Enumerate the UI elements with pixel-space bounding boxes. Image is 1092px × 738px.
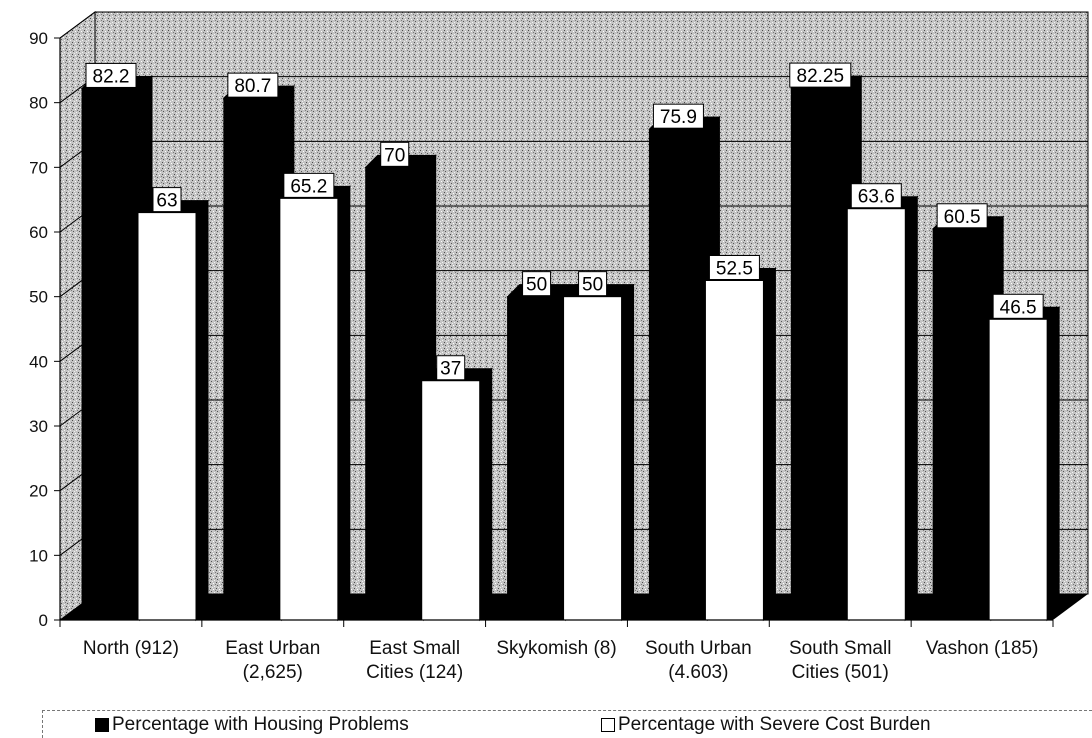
legend: Percentage with Housing Problems Percent…	[42, 710, 1092, 738]
x-tick-label: North (912)	[83, 638, 179, 659]
y-tick-label: 50	[29, 288, 48, 307]
data-label-housing-problems: 50	[526, 275, 547, 296]
legend-item-housing-problems: Percentage with Housing Problems	[95, 714, 409, 736]
y-tick-label: 10	[29, 546, 48, 565]
bar-series: 82.2 63 80.7 65.2 70 37 50 50 75.9 52.5 82.25 63.6 6…	[80, 62, 1061, 622]
bar-severe-cost-burden	[562, 283, 635, 622]
data-label-housing-problems: 82.25	[797, 66, 845, 87]
x-tick-label: Skykomish (8)	[496, 638, 616, 659]
x-tick-label: Vashon (185)	[926, 638, 1039, 659]
y-tick-label: 40	[29, 352, 48, 371]
data-label-housing-problems-box	[936, 203, 988, 229]
data-label-severe-cost-burden-box	[850, 183, 902, 209]
data-label-housing-problems-box	[522, 271, 552, 297]
gridline-side	[59, 11, 96, 39]
data-label-housing-problems-box	[652, 103, 704, 129]
data-label-severe-cost-burden: 46.5	[1000, 297, 1037, 318]
data-label-housing-problems-box	[227, 72, 279, 98]
bar-severe-cost-burden	[846, 195, 919, 622]
y-tick-label: 90	[29, 29, 48, 48]
data-label-housing-problems-box	[85, 62, 137, 88]
x-tick-label: South Urban (4.603)	[645, 638, 752, 683]
y-tick-label: 0	[39, 611, 48, 630]
data-label-severe-cost-burden-box	[283, 172, 335, 198]
y-tick-label: 30	[29, 417, 48, 436]
data-label-severe-cost-burden-box	[708, 255, 760, 280]
bar-chart: 0 10 20 30 40 50 60 70 80 90 82.2 63 80.7 65.2 70 37 50…	[29, 11, 1089, 683]
bar-severe-cost-burden	[420, 367, 493, 622]
data-label-housing-problems: 82.2	[93, 66, 130, 87]
data-label-housing-problems: 60.5	[944, 207, 981, 228]
legend-swatch-black	[95, 718, 109, 732]
data-label-severe-cost-burden-box	[152, 187, 182, 213]
legend-label-housing-problems: Percentage with Housing Problems	[112, 714, 409, 735]
data-label-housing-problems-box	[380, 141, 410, 167]
data-label-severe-cost-burden: 63.6	[858, 187, 895, 208]
data-label-severe-cost-burden: 37	[440, 359, 461, 380]
bar-severe-cost-burden	[136, 199, 210, 622]
data-label-housing-problems-box	[789, 62, 852, 88]
data-label-housing-problems: 75.9	[660, 107, 697, 128]
y-tick-label: 20	[29, 482, 48, 501]
data-label-severe-cost-burden: 50	[582, 275, 603, 296]
data-label-housing-problems: 70	[384, 145, 405, 166]
data-label-severe-cost-burden: 65.2	[290, 176, 327, 197]
data-label-severe-cost-burden: 52.5	[716, 259, 753, 280]
x-tick-label: East Urban (2,625)	[225, 638, 320, 683]
data-label-housing-problems: 80.7	[234, 76, 271, 97]
y-axis: 0 10 20 30 40 50 60 70 80 90	[29, 29, 61, 630]
bar-severe-cost-burden	[987, 306, 1061, 622]
x-axis: North (912) East Urban (2,625) East Small Ci…	[59, 619, 1054, 683]
data-label-severe-cost-burden-box	[578, 271, 608, 297]
y-tick-label: 60	[29, 223, 48, 242]
x-tick-label: South Small Cities (501)	[789, 638, 891, 683]
bar-severe-cost-burden	[704, 267, 777, 622]
bar-severe-cost-burden	[278, 185, 352, 622]
data-label-severe-cost-burden-box	[992, 293, 1044, 319]
legend-label-severe-cost-burden: Percentage with Severe Cost Burden	[618, 714, 931, 735]
legend-item-severe-cost-burden: Percentage with Severe Cost Burden	[601, 714, 931, 736]
legend-swatch-white	[601, 718, 615, 732]
x-tick-label: East Small Cities (124)	[366, 638, 463, 683]
y-tick-label: 80	[29, 94, 48, 113]
data-label-severe-cost-burden-box	[436, 355, 466, 381]
data-label-severe-cost-burden: 63	[156, 191, 177, 212]
y-tick-label: 70	[29, 158, 48, 177]
